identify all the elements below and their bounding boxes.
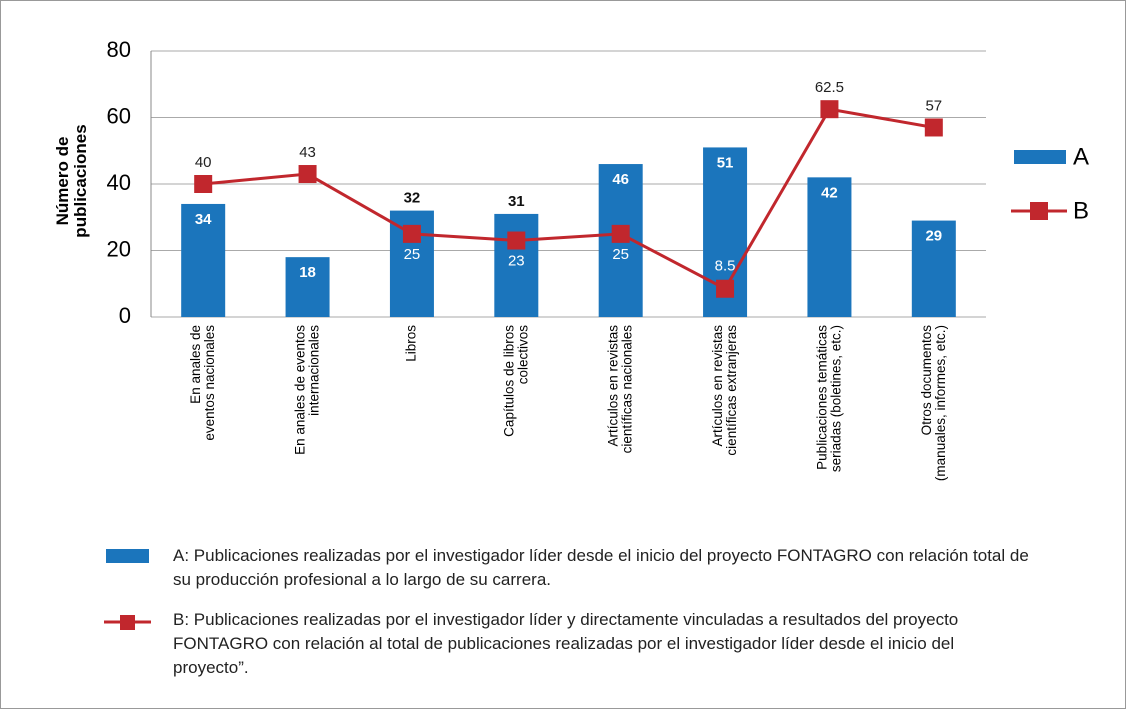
legend-label: B [1073,197,1089,224]
line-label: 25 [612,246,629,263]
x-tick-label: Publicaciones temáticasseriadas (boletin… [814,325,843,472]
legend-label: A [1073,143,1089,170]
x-tick-label: Artículos en revistascientíficas extranj… [710,325,739,456]
line-marker [507,231,526,250]
line-label: 40 [195,154,212,171]
line [203,107,935,291]
x-tick-label: En anales de eventosinternacionales [292,325,321,455]
line-marker [611,224,630,243]
bar-label: 18 [299,264,316,281]
x-tick-label: Capítulos de libroscolectivos [501,325,530,437]
line-marker [402,224,421,243]
bar [285,257,330,317]
x-tick-label: Libros [404,325,419,362]
line-marker [298,165,317,184]
bar-label: 46 [612,171,629,188]
y-tick-label: 40 [107,170,131,195]
line-label: 25 [404,246,421,263]
legend-text-b: B: Publicaciones realizadas por el inves… [173,610,959,677]
legend-marker-b [120,615,135,630]
bar-label: 32 [404,190,421,207]
legend-swatch-a [106,549,149,563]
legend-text-a: A: Publicaciones realizadas por el inves… [173,546,1029,589]
line-label: 8.5 [715,258,736,275]
y-tick-label: 20 [107,236,131,261]
line-label: 57 [925,97,942,114]
line-label: 43 [299,144,316,161]
line-label: 23 [508,252,525,269]
bar [494,213,539,317]
line-label: 62.5 [815,79,844,96]
bar-label: 51 [717,154,734,171]
bar-label: 29 [925,228,942,245]
line-marker [716,279,735,298]
y-tick-label: 80 [107,37,131,62]
bar [181,203,226,317]
bar-label: 42 [821,184,838,201]
bar-label: 31 [508,193,525,210]
line-marker [194,175,213,193]
y-tick-label: 0 [119,303,131,328]
x-tick-label: En anales deeventos nacionales [188,325,217,441]
line-marker [924,118,943,137]
x-tick-label: Otros documentos(manuales, informes, etc… [918,325,947,481]
y-axis-title: Número depublicaciones [53,124,90,237]
line-marker [820,100,839,119]
legend-marker [1030,202,1048,220]
y-tick-label: 60 [107,103,131,128]
bar [807,177,852,317]
legend-swatch [1014,150,1066,164]
x-tick-label: Artículos en revistascientíficas naciona… [605,325,634,454]
bar-label: 34 [195,211,212,228]
bar [911,220,956,317]
